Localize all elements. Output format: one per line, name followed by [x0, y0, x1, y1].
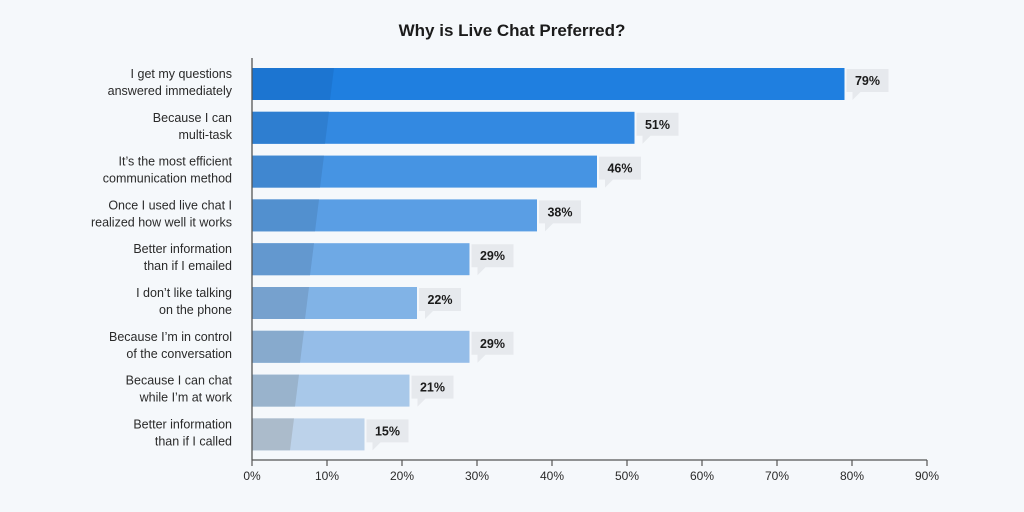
category-label: Better information than if I emailed — [133, 242, 232, 273]
bar-shade — [252, 418, 294, 451]
category-label-line: of the conversation — [126, 347, 232, 361]
category-label-line: realized how well it works — [91, 215, 232, 229]
x-tick-label: 60% — [690, 469, 714, 483]
value-label: 29% — [480, 337, 505, 351]
category-label-line: while I’m at work — [139, 391, 233, 405]
value-label-box — [636, 112, 679, 144]
chart-title: Why is Live Chat Preferred? — [398, 21, 626, 40]
value-label: 22% — [427, 293, 452, 307]
category-label-line: Once I used live chat I — [108, 198, 232, 212]
category-label: It’s the most efficient communication met… — [103, 155, 233, 186]
category-label: Because I can chat while I’m at work — [126, 374, 233, 405]
category-label-line: answered immediately — [108, 84, 233, 98]
bar-shade — [252, 330, 304, 363]
category-label-line: multi-task — [179, 128, 233, 142]
category-label: Once I used live chat I realized how well… — [91, 198, 232, 229]
category-label: Better information than if I called — [133, 417, 232, 448]
x-tick-label: 10% — [315, 469, 339, 483]
bars: 79% I get my questions answered immediatel… — [91, 67, 889, 451]
category-label-line: communication method — [103, 172, 232, 186]
category-label-line: Better information — [133, 242, 232, 256]
value-label: 46% — [607, 162, 632, 176]
bar-shade — [252, 243, 314, 276]
bar — [252, 68, 845, 100]
category-label: Because I’m in control of the conversatio… — [109, 330, 232, 361]
bar-shade — [252, 199, 319, 232]
category-label-line: Because I can chat — [126, 374, 233, 388]
x-tick-label: 20% — [390, 469, 414, 483]
value-label-box — [471, 244, 514, 276]
bar-shade — [252, 374, 299, 407]
x-tick-label: 70% — [765, 469, 789, 483]
category-label-line: I don’t like talking — [136, 286, 232, 300]
category-label-line: than if I emailed — [144, 259, 232, 273]
value-label: 21% — [420, 381, 445, 395]
value-label: 51% — [645, 118, 670, 132]
category-label-line: than if I called — [155, 434, 232, 448]
bar-shade — [252, 155, 324, 188]
value-label: 15% — [375, 424, 400, 438]
value-label-box — [846, 69, 889, 100]
value-label-box — [366, 419, 409, 451]
category-label: Because I can multi-task — [153, 111, 233, 142]
value-label-box — [419, 288, 461, 319]
value-label-box — [599, 156, 641, 188]
category-label-line: Better information — [133, 417, 232, 431]
category-label: I get my questions answered immediately — [108, 67, 233, 98]
value-label-box — [471, 331, 514, 363]
x-tick-label: 80% — [840, 469, 864, 483]
x-tick-label: 0% — [243, 469, 261, 483]
x-tick-label: 90% — [915, 469, 939, 483]
value-label-box — [539, 200, 581, 232]
category-label-line: on the phone — [159, 303, 232, 317]
bar-shade — [252, 111, 329, 144]
value-label: 79% — [855, 74, 880, 88]
value-label: 38% — [547, 205, 572, 219]
bar-shade — [252, 68, 334, 100]
category-label-line: Because I can — [153, 111, 232, 125]
value-label-box — [411, 375, 454, 407]
category-label-line: It’s the most efficient — [119, 155, 233, 169]
x-tick-label: 50% — [615, 469, 639, 483]
value-label: 29% — [480, 249, 505, 263]
category-label: I don’t like talking on the phone — [136, 286, 232, 317]
bar-shade — [252, 287, 309, 319]
x-tick-label: 30% — [465, 469, 489, 483]
x-tick-label: 40% — [540, 469, 564, 483]
category-label-line: Because I’m in control — [109, 330, 232, 344]
category-label-line: I get my questions — [131, 67, 232, 81]
